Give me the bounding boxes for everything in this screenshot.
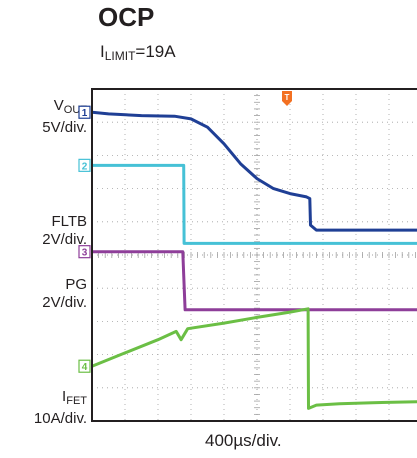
chart-title: OCP [98, 2, 155, 32]
fltb-label: FLTB 2V/div. [42, 213, 87, 249]
pg-channel-number: 3 [82, 248, 88, 259]
ifet-channel-marker-box [78, 359, 91, 373]
fltb-trace [92, 163, 417, 245]
pg-trace [92, 250, 417, 312]
ifet-label: IFET 10A/div. [34, 388, 87, 428]
ifet-trace [92, 307, 417, 410]
trigger-marker-shape [282, 91, 292, 106]
current-limit-label: ILIMIT=19A [100, 42, 176, 63]
vout-name-main: V [53, 97, 64, 114]
plot-frame [91, 88, 417, 422]
pg-channel-marker-box [78, 245, 91, 259]
current-limit-symbol: I [100, 42, 105, 61]
fltb-name: FLTB [51, 213, 87, 230]
vout-channel-number: 1 [82, 108, 88, 119]
pg-label: PG 2V/div. [42, 276, 87, 312]
current-limit-value: =19A [135, 42, 176, 61]
ifet-name: IFET [34, 388, 87, 410]
ifet-name-sub: FET [66, 395, 87, 407]
fltb-scale: 2V/div. [42, 231, 87, 248]
vout-channel-marker-box [78, 105, 91, 119]
fltb-channel-number: 2 [82, 161, 88, 172]
pg-name: PG [65, 276, 87, 293]
fltb-channel-marker: 2 [78, 158, 91, 172]
pg-scale: 2V/div. [42, 294, 87, 311]
ifet-channel-marker: 4 [78, 359, 91, 373]
vout-channel-marker: 1 [78, 105, 91, 119]
current-limit-subscript: LIMIT [104, 49, 136, 63]
vout-trace [92, 110, 417, 232]
trigger-marker: T [282, 91, 292, 106]
ifet-scale: 10A/div. [33, 410, 87, 427]
pg-channel-marker: 3 [78, 245, 91, 259]
fltb-channel-marker-box [78, 158, 91, 172]
timebase-label: 400µs/div. [205, 431, 282, 450]
ifet-name-main: I [62, 388, 67, 405]
trigger-marker-label: T [285, 93, 290, 102]
ifet-channel-number: 4 [82, 362, 88, 373]
vout-scale: 5V/div. [42, 119, 87, 136]
